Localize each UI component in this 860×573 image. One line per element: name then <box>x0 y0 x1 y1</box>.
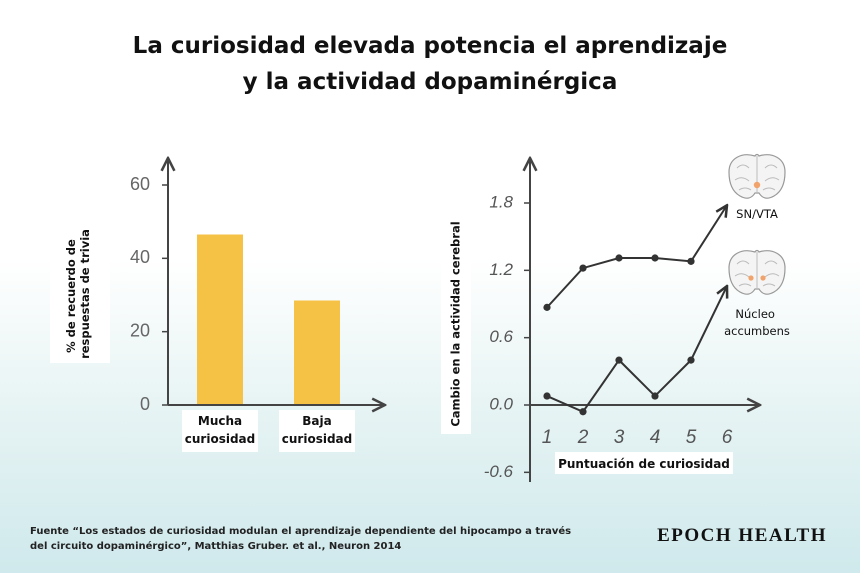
line-xlabel-box <box>555 452 733 474</box>
bar-category-box <box>279 410 355 452</box>
line-x-tick-label: 1 <box>542 427 553 448</box>
line-x-tick-label: 6 <box>722 427 733 448</box>
bar-category-box <box>182 410 258 452</box>
line-series <box>543 205 727 416</box>
sn-vta-label: SN/VTA <box>736 207 778 221</box>
bar-category-label: curiosidad <box>185 432 255 446</box>
line-chart: -0.6 0.0 0.6 1.2 1.8 1 2 3 4 5 6 Cambio en la act… <box>441 153 790 482</box>
series-accumbens-line <box>546 286 727 413</box>
accumbens-label: Núcleo accumbens <box>724 307 790 338</box>
line-xlabel: Puntuación de curiosidad <box>558 457 730 471</box>
accumbens-marker-left <box>748 275 754 281</box>
line-y-ticks: -0.6 0.0 0.6 1.2 1.8 <box>484 192 530 481</box>
source-line-1: Fuente “Los estados de curiosidad modula… <box>30 526 572 537</box>
line-y-tick-label: -0.6 <box>484 462 514 481</box>
bar-y-ticks: 0 20 40 60 <box>130 174 168 414</box>
line-ylabel: Cambio en la actividad cerebral <box>449 221 463 426</box>
line-y-tick-label: 0.6 <box>489 327 513 346</box>
source-citation: Fuente “Los estados de curiosidad modula… <box>30 524 590 554</box>
line-x-tick-label: 5 <box>686 427 697 448</box>
line-ylabel-box <box>441 214 471 434</box>
source-line-2: del circuito dopaminérgico”, Matthias Gr… <box>30 541 402 552</box>
accumbens-label-line-2: accumbens <box>724 324 790 338</box>
series-sn-vta-line <box>546 205 727 309</box>
bar-category-label: curiosidad <box>282 432 352 446</box>
line-x-ticks: 1 2 3 4 5 6 <box>542 427 733 448</box>
bar-y-tick-label: 40 <box>130 247 150 267</box>
bar-ylabel-box <box>50 225 110 363</box>
sn-vta-marker <box>753 181 761 189</box>
line-x-tick-label: 2 <box>577 427 589 448</box>
bar-category-labels: Mucha curiosidad Baja curiosidad <box>182 410 355 452</box>
bar-mucha-curiosidad <box>197 234 243 404</box>
accumbens-point <box>651 392 659 400</box>
bar-ylabel: % de recuerdo de respuestas de trivia <box>64 229 92 359</box>
sn-vta-point <box>543 303 551 311</box>
brain-coronal-icon-accumbens <box>728 249 786 295</box>
sn-vta-point <box>687 257 695 265</box>
line-y-tick-label: 1.2 <box>489 260 513 279</box>
bar-y-tick-label: 60 <box>130 174 150 194</box>
accumbens-point <box>615 356 623 364</box>
line-x-tick-label: 3 <box>614 427 625 448</box>
title-line-2: y la actividad dopaminérgica <box>242 69 618 95</box>
accumbens-point <box>687 356 695 364</box>
title-line-1: La curiosidad elevada potencia el aprend… <box>132 33 728 59</box>
accumbens-marker-right <box>760 275 766 281</box>
brain-coronal-icon-sn-vta <box>728 153 786 199</box>
sn-vta-point <box>651 254 659 262</box>
bar-baja-curiosidad <box>294 300 340 404</box>
accumbens-point <box>579 408 587 416</box>
sn-vta-point <box>579 264 587 272</box>
sn-vta-point <box>615 254 623 262</box>
brand-logo: EPOCH HEALTH <box>657 525 827 546</box>
line-y-tick-label: 1.8 <box>489 192 513 211</box>
bar-y-tick-label: 0 <box>140 394 150 414</box>
bar-bars <box>197 234 340 404</box>
line-y-tick-label: 0.0 <box>489 394 513 413</box>
bar-ylabel-line-2: respuestas de trivia <box>78 229 92 359</box>
bar-chart: 0 20 40 60 Mucha curiosidad Baja curiosidad % … <box>50 158 385 452</box>
accumbens-label-line-1: Núcleo <box>735 307 775 321</box>
line-x-tick-label: 4 <box>650 427 661 448</box>
bar-category-label: Baja <box>302 414 331 428</box>
bar-category-label: Mucha <box>198 414 242 428</box>
bar-ylabel-line-1: % de recuerdo de <box>64 239 78 353</box>
chart-title: La curiosidad elevada potencia el aprend… <box>0 28 860 100</box>
accumbens-point <box>543 392 551 400</box>
bar-y-tick-label: 20 <box>130 320 150 340</box>
